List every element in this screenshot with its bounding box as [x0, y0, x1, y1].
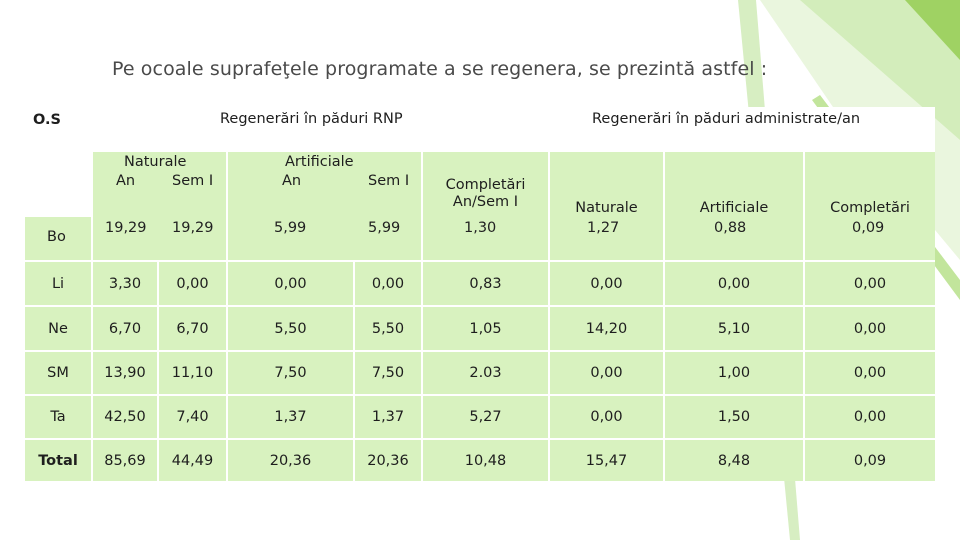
header-rnp: Regenerări în păduri RNP: [220, 111, 403, 127]
table-cell: 19,29: [172, 220, 214, 236]
header-completari-cell: Completări An/Sem I: [423, 152, 548, 260]
table-row-label: SM: [25, 352, 91, 394]
table-cell: 0,00: [665, 262, 803, 305]
table-cell: 6,70: [93, 307, 157, 350]
header-an-1: An: [116, 173, 136, 189]
table-cell: 5,99: [274, 220, 307, 236]
table-cell: 7,50: [355, 352, 421, 394]
table-cell: 1,30: [464, 220, 497, 236]
table-row-label: Ne: [25, 307, 91, 350]
table-cell: 14,20: [550, 307, 663, 350]
table-cell: 42,50: [93, 396, 157, 438]
table-cell: 0,00: [805, 262, 935, 305]
table-cell: 3,30: [93, 262, 157, 305]
header-admin: Regenerări în păduri administrate/an: [592, 111, 861, 127]
table-cell: 6,70: [159, 307, 226, 350]
header-rnp-cell: Regenerări în păduri RNP: [93, 107, 548, 150]
table-cell: 1,00: [665, 352, 803, 394]
header-naturale-cell: Naturale An Sem I: [93, 152, 226, 260]
table-cell: 2.03: [423, 352, 548, 394]
table-cell: 5,50: [228, 307, 353, 350]
table-cell: 0,00: [550, 352, 663, 394]
header-admin-cell: Regenerări în păduri administrate/an: [550, 107, 935, 150]
table-cell: 0,83: [423, 262, 548, 305]
table-row-label: Li: [25, 262, 91, 305]
table-cell: 0,00: [805, 352, 935, 394]
table-cell: 7,40: [159, 396, 226, 438]
header-sem-2: Sem I: [368, 173, 410, 189]
table-cell: 1,37: [228, 396, 353, 438]
table-row-label: Bo: [25, 217, 91, 260]
table-cell: 0,88: [714, 220, 747, 236]
header-adm-artificiale: Artificiale: [699, 200, 769, 216]
table-cell: 5,99: [368, 220, 401, 236]
regeneration-table: O.S Regenerări în păduri RNP Regenerări …: [25, 107, 935, 481]
table-cell: 11,10: [159, 352, 226, 394]
header-os: O.S: [33, 112, 61, 128]
table-cell: 0,09: [805, 440, 935, 481]
table-row-label: Ta: [25, 396, 91, 438]
table-row-label: Total: [25, 440, 91, 481]
header-adm-completari-cell: Completări: [805, 152, 935, 260]
table-cell: 5,50: [355, 307, 421, 350]
table-cell: 85,69: [93, 440, 157, 481]
header-an-2: An: [282, 173, 302, 189]
table-cell: 10,48: [423, 440, 548, 481]
header-sem-1: Sem I: [172, 173, 214, 189]
slide-title: Pe ocoale suprafeţele programate a se re…: [112, 58, 768, 80]
table-cell: 19,29: [105, 220, 147, 236]
header-adm-artificiale-cell: Artificiale: [665, 152, 803, 260]
table-cell: 20,36: [228, 440, 353, 481]
table-cell: 1,50: [665, 396, 803, 438]
table-cell: 1,27: [587, 220, 620, 236]
header-os-cell: O.S: [25, 107, 91, 215]
table-cell: 8,48: [665, 440, 803, 481]
table-cell: 7,50: [228, 352, 353, 394]
header-adm-naturale: Naturale: [575, 200, 638, 216]
header-completari-line2: An/Sem I: [452, 194, 519, 210]
table-cell: 15,47: [550, 440, 663, 481]
header-artificiale: Artificiale: [285, 154, 354, 170]
header-artificiale-cell: Artificiale An Sem I: [228, 152, 421, 260]
header-adm-completari: Completări: [830, 200, 910, 216]
table-cell: 1,05: [423, 307, 548, 350]
table-cell: 13,90: [93, 352, 157, 394]
table-cell: 0,00: [805, 307, 935, 350]
table-cell: 20,36: [355, 440, 421, 481]
table-cell: 0,09: [852, 220, 885, 236]
header-adm-naturale-cell: Naturale: [550, 152, 663, 260]
table-cell: 0,00: [159, 262, 226, 305]
table-cell: 0,00: [805, 396, 935, 438]
table-cell: 5,10: [665, 307, 803, 350]
table-cell: 1,37: [355, 396, 421, 438]
table-cell: 0,00: [355, 262, 421, 305]
header-completari-line1: Completări: [445, 177, 526, 193]
table-cell: 0,00: [550, 396, 663, 438]
table-cell: 44,49: [159, 440, 226, 481]
table-cell: 0,00: [228, 262, 353, 305]
table-cell: 0,00: [550, 262, 663, 305]
header-naturale: Naturale: [124, 154, 187, 170]
table-cell: 5,27: [423, 396, 548, 438]
